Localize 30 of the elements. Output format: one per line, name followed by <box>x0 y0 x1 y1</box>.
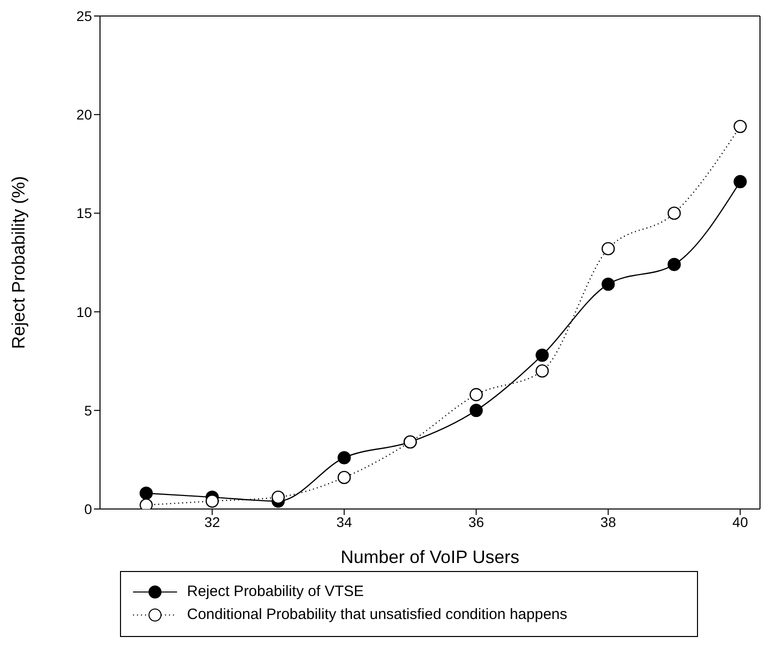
point <box>206 494 219 508</box>
x-tick-label: 34 <box>336 514 352 530</box>
y-tick-label: 10 <box>76 304 92 320</box>
point <box>338 470 351 484</box>
point <box>536 364 549 378</box>
x-tick-label: 40 <box>732 514 748 530</box>
point <box>668 206 681 220</box>
x-axis-title: Number of VoIP Users <box>340 547 520 567</box>
legend-label: Conditional Probability that unsatisfied condition happens <box>187 606 568 623</box>
y-axis-title: Reject Probability (%) <box>8 176 28 350</box>
x-tick-label: 38 <box>600 514 616 530</box>
y-tick-label: 5 <box>84 402 92 418</box>
y-tick-label: 25 <box>76 8 92 24</box>
point <box>470 388 483 402</box>
point <box>338 451 351 464</box>
y-tick-label: 15 <box>76 205 92 222</box>
point <box>470 404 483 417</box>
point <box>536 348 549 362</box>
point <box>602 242 615 256</box>
point <box>272 490 285 504</box>
y-tick-label: 20 <box>76 106 92 123</box>
point <box>734 175 747 188</box>
point <box>734 120 747 134</box>
point <box>668 258 681 272</box>
y-tick-label: 0 <box>84 500 92 517</box>
legend-label: Reject Probability of VTSE <box>187 583 364 600</box>
x-tick-label: 32 <box>204 514 220 530</box>
point <box>140 486 153 500</box>
x-tick-label: 36 <box>468 514 484 530</box>
point <box>602 278 615 291</box>
